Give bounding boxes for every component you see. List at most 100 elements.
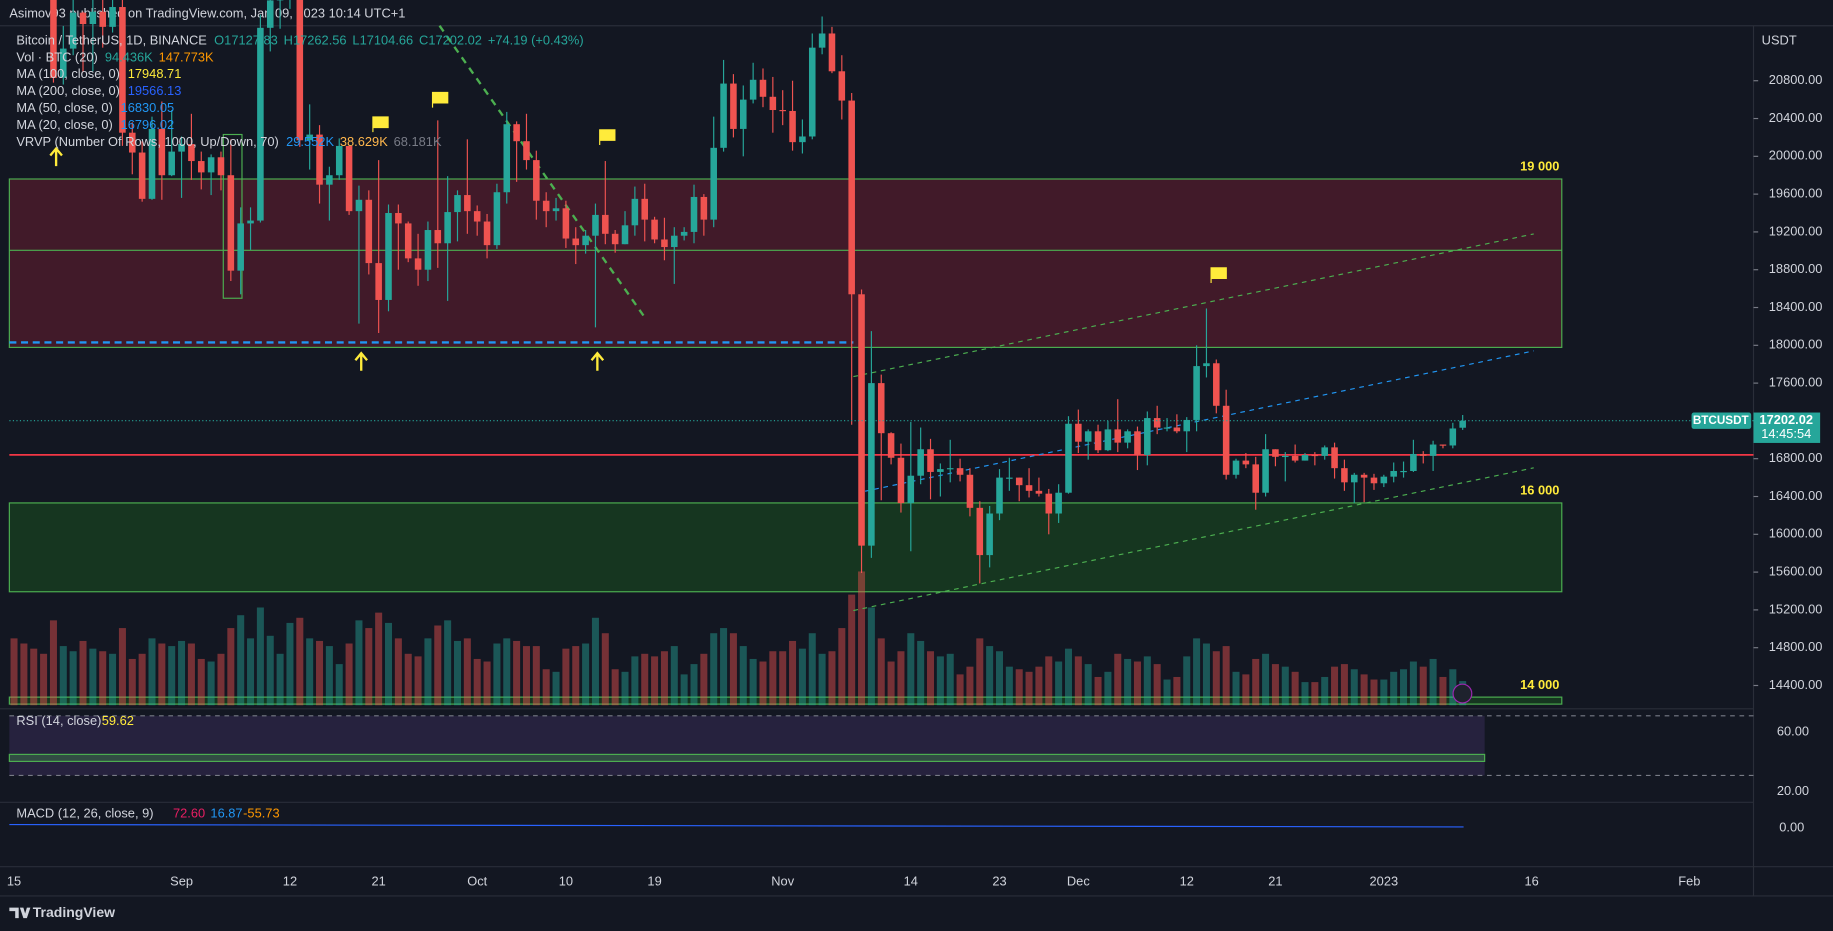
volume-bar — [1360, 674, 1368, 706]
candle-body — [50, 0, 57, 78]
candle-body — [1360, 474, 1368, 478]
legend-label: MA (20, close, 0) — [16, 117, 112, 132]
volume-bar — [1232, 671, 1240, 706]
candle-body — [582, 235, 589, 246]
volume-bar — [660, 651, 668, 706]
volume-bar — [1133, 661, 1141, 706]
volume-bar — [1104, 671, 1112, 706]
candle-body — [444, 212, 451, 244]
volume-bar — [631, 656, 639, 706]
volume-bar — [1252, 658, 1260, 706]
price-tick-label: 17600.00 — [1769, 374, 1823, 389]
volume-bar — [1380, 679, 1388, 706]
volume-bar — [49, 620, 57, 706]
price-tick-label: 14400.00 — [1769, 677, 1823, 692]
candle-body — [188, 144, 195, 162]
candle-body — [513, 124, 520, 142]
volume-bar — [1055, 661, 1063, 706]
volume-bar — [1321, 676, 1329, 706]
candle-body — [562, 208, 570, 239]
price-tick-label: 20400.00 — [1769, 110, 1823, 125]
candle-body — [296, 0, 304, 141]
volume-bar — [1271, 664, 1279, 706]
volume-bar — [247, 638, 255, 706]
candle-body — [680, 231, 688, 236]
candle-body — [473, 211, 481, 222]
macd-label: MACD (12, 26, close, 9) — [16, 805, 153, 820]
alert-icon[interactable] — [1452, 683, 1473, 704]
volume-bar — [779, 651, 787, 706]
candle-body — [828, 33, 836, 72]
candle-body — [1410, 453, 1417, 471]
candle-body — [956, 468, 964, 475]
candle-body — [335, 145, 343, 176]
volume-bar — [109, 653, 117, 706]
volume-bar — [848, 594, 856, 706]
brand: TradingView — [33, 904, 115, 920]
volume-bar — [335, 664, 343, 706]
candle-body — [227, 175, 235, 271]
candle-body — [671, 235, 678, 248]
candle-body — [138, 152, 146, 199]
volume-bar — [552, 671, 560, 706]
volume-bar — [651, 656, 659, 706]
volume-bar — [414, 656, 422, 706]
candle-body — [789, 110, 796, 143]
price-tick-label: 19200.00 — [1769, 223, 1823, 238]
volume-bar — [572, 646, 580, 706]
candle-body — [464, 195, 471, 212]
volume-bar — [729, 633, 737, 706]
candle-body — [858, 294, 865, 546]
volume-bar — [1400, 669, 1408, 706]
volume-bar — [522, 646, 530, 706]
candle-body — [1282, 455, 1289, 458]
candle-body — [326, 175, 333, 185]
volume-bar — [1419, 666, 1427, 706]
volume-bar — [1370, 679, 1378, 706]
volume-bar — [690, 664, 698, 706]
volume-bar — [256, 607, 264, 706]
volume-bar — [542, 669, 550, 706]
candle-body — [759, 79, 767, 97]
candle-body — [749, 79, 757, 100]
volume-bar — [966, 666, 974, 706]
candle-body — [375, 263, 382, 300]
volume-bar — [818, 653, 826, 706]
volume-bar — [1291, 671, 1299, 706]
volume-bar — [936, 656, 944, 706]
volume-bar — [148, 638, 156, 706]
time-label: Feb — [1678, 873, 1700, 888]
price-label: 17202.02 — [1759, 412, 1813, 427]
price-tick-label: 14800.00 — [1769, 639, 1823, 654]
time-label: 15 — [7, 873, 21, 888]
volume-bar — [178, 640, 186, 706]
zone-label: 19 000 — [1520, 159, 1559, 174]
legend-value: C17202.02 — [419, 32, 482, 47]
price-tick-label: 20800.00 — [1769, 72, 1823, 87]
trend-line — [853, 467, 1534, 612]
time-label: 2023 — [1370, 873, 1399, 888]
volume-bar — [1390, 671, 1398, 706]
legend-value: 17948.71 — [128, 66, 182, 81]
candle-body — [1084, 431, 1092, 442]
time-label: Oct — [467, 873, 487, 888]
volume-bar — [1064, 648, 1072, 706]
legend-value: +74.19 (+0.43%) — [488, 32, 584, 47]
volume-bar — [473, 658, 481, 706]
candle-body — [1203, 363, 1210, 367]
volume-bar — [128, 658, 136, 706]
volume-bar — [1035, 666, 1043, 706]
volume-bar — [611, 669, 619, 706]
volume-bar — [1045, 656, 1053, 706]
legend-label: Vol · BTC (20) — [16, 49, 97, 64]
volume-bar — [1331, 666, 1339, 706]
highlight-box — [222, 133, 243, 299]
volume-bar — [266, 635, 274, 706]
logo — [9, 907, 31, 919]
volume-bar — [30, 648, 38, 706]
candle-body — [148, 128, 156, 199]
volume-bar — [325, 646, 333, 706]
volume-bar — [858, 571, 866, 706]
volume-bar — [168, 646, 176, 706]
